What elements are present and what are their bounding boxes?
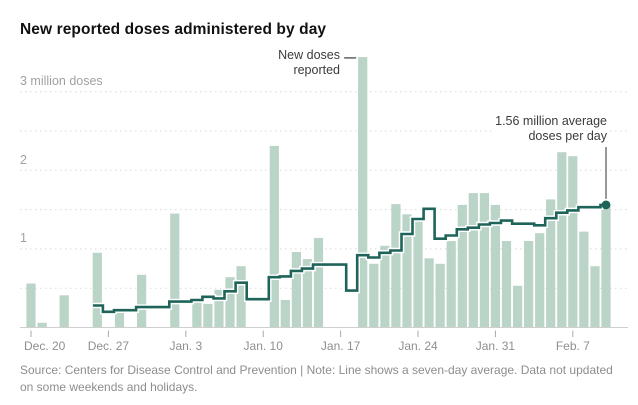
x-axis-label: Jan. 17 xyxy=(320,339,361,353)
source-note: Source: Centers for Disease Control and … xyxy=(20,363,613,394)
y-axis-label: 3 million doses xyxy=(20,74,103,89)
bar xyxy=(236,266,246,327)
bar xyxy=(424,258,434,327)
bar xyxy=(114,311,125,327)
bar xyxy=(59,295,69,327)
chart-title: New reported doses administered by day xyxy=(20,21,327,38)
annotation-line-2: reported xyxy=(293,62,340,77)
bar xyxy=(435,263,445,327)
bar xyxy=(269,145,279,327)
bar xyxy=(501,241,512,327)
bar xyxy=(546,199,556,327)
bar xyxy=(524,241,534,327)
x-axis-label: Jan. 31 xyxy=(475,339,516,353)
bar xyxy=(557,152,567,327)
bar xyxy=(513,285,523,327)
bar xyxy=(568,156,578,327)
bar xyxy=(291,252,301,327)
bar xyxy=(92,252,102,327)
average-endpoint-dot xyxy=(601,200,611,210)
bar xyxy=(302,259,312,327)
x-axis-label: Feb. 7 xyxy=(555,339,590,353)
annotation-line-1: 1.56 million average xyxy=(495,114,607,128)
bar xyxy=(203,303,213,327)
bar xyxy=(225,277,235,327)
bar xyxy=(457,204,467,327)
bar xyxy=(601,204,611,327)
bar xyxy=(413,219,423,327)
annotation-line-2: doses per day xyxy=(528,128,607,143)
y-axis-label: 2 xyxy=(20,152,27,167)
bar xyxy=(214,289,224,327)
bar xyxy=(590,266,600,327)
bar xyxy=(313,237,324,327)
annotation-new-doses-reported: New doses reported xyxy=(278,48,340,77)
annotation-line-1: New doses xyxy=(278,48,340,62)
x-axis-label: Jan. 10 xyxy=(243,339,283,353)
x-axis-label: Jan. 3 xyxy=(169,339,203,353)
bar xyxy=(37,322,47,327)
bar xyxy=(358,57,368,327)
bar xyxy=(468,193,478,327)
bar xyxy=(137,274,147,327)
bar xyxy=(380,245,390,327)
bar xyxy=(490,204,500,327)
bar xyxy=(26,283,36,327)
bar xyxy=(391,204,401,327)
bar xyxy=(446,241,456,327)
bar xyxy=(479,193,489,327)
x-axis-label: Jan. 24 xyxy=(398,339,438,353)
bar xyxy=(192,301,202,327)
average-line xyxy=(93,203,606,314)
bar xyxy=(280,300,290,327)
bar xyxy=(535,233,545,327)
y-axis-label: 1 xyxy=(20,231,27,246)
bar xyxy=(369,263,379,327)
x-axis-label: Dec. 20 xyxy=(24,339,66,353)
bar xyxy=(402,214,412,327)
annotation-average-doses: 1.56 million average doses per day xyxy=(491,114,607,143)
x-axis-label: Dec. 27 xyxy=(87,339,130,353)
bar xyxy=(579,231,589,327)
bar xyxy=(170,213,180,327)
